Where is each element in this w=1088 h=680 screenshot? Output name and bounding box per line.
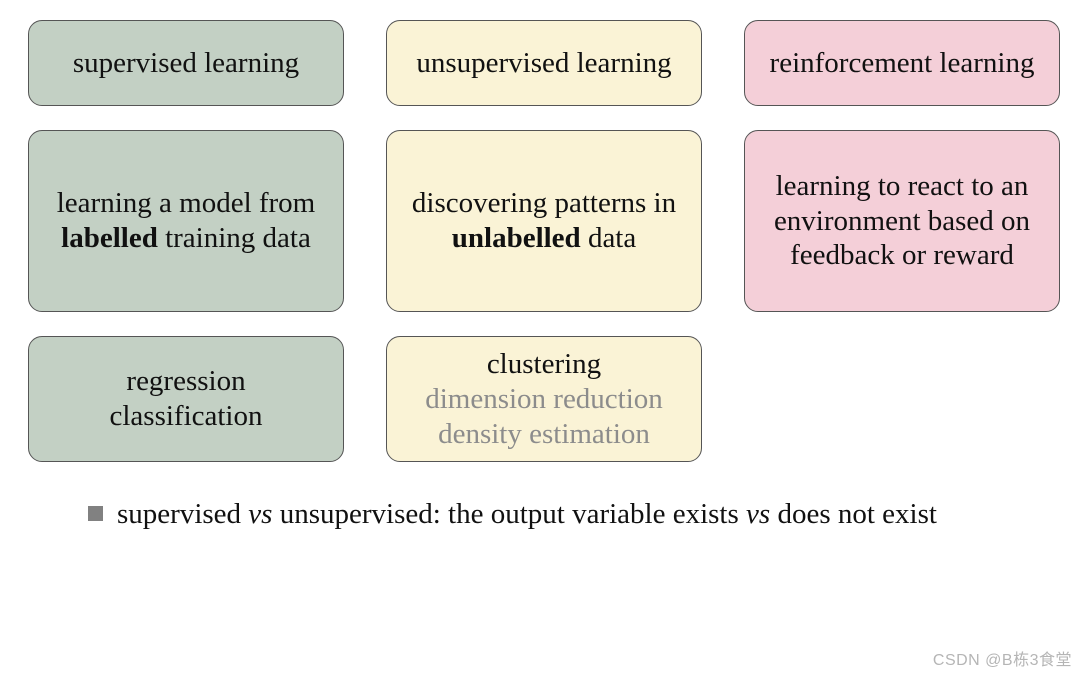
supervised-example-1: regression <box>126 364 245 399</box>
unsupervised-example-1: clustering <box>487 347 601 382</box>
supervised-examples-box: regression classification <box>28 336 344 462</box>
learning-types-grid: supervised learning unsupervised learnin… <box>28 20 1060 462</box>
unsupervised-examples-box: clustering dimension reduction density e… <box>386 336 702 462</box>
reinforcement-title-box: reinforcement learning <box>744 20 1060 106</box>
unsupervised-description: discovering patterns in unlabelled data <box>405 186 683 256</box>
square-bullet-icon <box>88 506 103 521</box>
unsupervised-title: unsupervised learning <box>416 46 671 81</box>
supervised-description-box: learning a model from labelled training … <box>28 130 344 312</box>
watermark-text: CSDN @B栋3食堂 <box>933 646 1072 670</box>
summary-bullet: supervised vs unsupervised: the output v… <box>28 496 1060 532</box>
unsupervised-title-box: unsupervised learning <box>386 20 702 106</box>
supervised-title-box: supervised learning <box>28 20 344 106</box>
unsupervised-example-2: dimension reduction <box>425 382 663 417</box>
reinforcement-description: learning to react to an environ­ment bas… <box>763 169 1041 273</box>
supervised-title: supervised learning <box>73 46 299 81</box>
supervised-description: learning a model from labelled training … <box>47 186 325 256</box>
reinforcement-title: reinforcement learning <box>770 46 1035 81</box>
unsupervised-example-3: density estimation <box>438 417 650 452</box>
unsupervised-description-box: discovering patterns in unlabelled data <box>386 130 702 312</box>
supervised-example-2: classification <box>109 399 262 434</box>
summary-text: supervised vs unsupervised: the output v… <box>117 496 937 532</box>
reinforcement-description-box: learning to react to an environ­ment bas… <box>744 130 1060 312</box>
